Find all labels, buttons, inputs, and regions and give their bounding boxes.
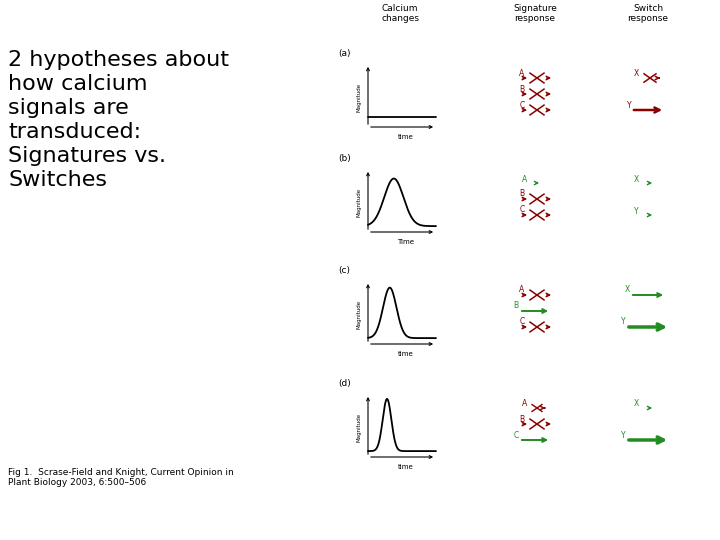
Text: B: B <box>519 190 525 199</box>
Text: A: A <box>519 286 525 294</box>
Text: Y: Y <box>621 318 625 327</box>
Text: Fig 1.  Scrase-Field and Knight, Current Opinion in
Plant Biology 2003, 6:500–50: Fig 1. Scrase-Field and Knight, Current … <box>8 468 234 488</box>
Text: Signature
response: Signature response <box>513 4 557 23</box>
Text: time: time <box>397 464 413 470</box>
Text: Time: Time <box>397 239 414 245</box>
Text: A: A <box>519 69 525 78</box>
Text: B: B <box>519 84 525 93</box>
Text: C: C <box>519 318 525 327</box>
Text: X: X <box>634 69 639 78</box>
Text: time: time <box>397 351 413 357</box>
Text: Y: Y <box>626 100 631 110</box>
Text: C: C <box>513 430 518 440</box>
Text: A: A <box>523 400 528 408</box>
Text: A: A <box>523 174 528 184</box>
Text: Y: Y <box>634 206 639 215</box>
Text: B: B <box>519 415 525 423</box>
Text: Switch
response: Switch response <box>628 4 668 23</box>
Text: 2 hypotheses about
how calcium
signals are
transduced:
Signatures vs.
Switches: 2 hypotheses about how calcium signals a… <box>8 50 229 190</box>
Text: time: time <box>397 134 413 140</box>
Text: (c): (c) <box>338 266 350 275</box>
Text: Y: Y <box>621 430 625 440</box>
Text: Calcium
changes: Calcium changes <box>381 4 419 23</box>
Text: (d): (d) <box>338 379 351 388</box>
Text: C: C <box>519 100 525 110</box>
Text: Magnitude: Magnitude <box>356 83 361 112</box>
Text: X: X <box>634 174 639 184</box>
Text: Magnitude: Magnitude <box>356 187 361 217</box>
Text: B: B <box>513 301 518 310</box>
Text: Magnitude: Magnitude <box>356 413 361 442</box>
Text: C: C <box>519 206 525 214</box>
Text: Magnitude: Magnitude <box>356 300 361 328</box>
Text: (a): (a) <box>338 49 351 58</box>
Text: X: X <box>634 400 639 408</box>
Text: X: X <box>624 286 629 294</box>
Text: (b): (b) <box>338 154 351 163</box>
